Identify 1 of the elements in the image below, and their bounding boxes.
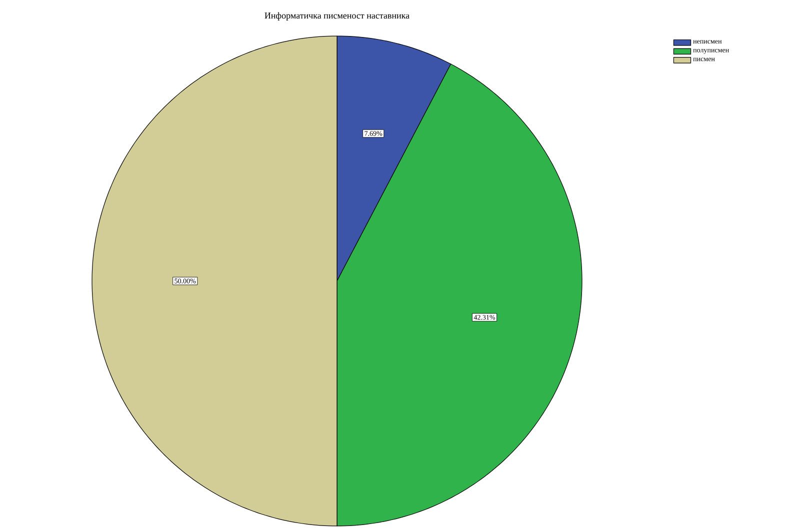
chart-title: Информатичка писменост наставника [264,12,410,20]
